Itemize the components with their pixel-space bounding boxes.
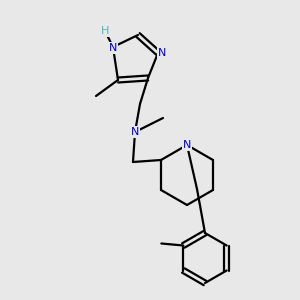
Text: N: N bbox=[131, 127, 139, 137]
Text: N: N bbox=[109, 43, 117, 53]
Text: N: N bbox=[158, 48, 166, 58]
Text: N: N bbox=[183, 140, 191, 150]
Text: H: H bbox=[101, 26, 109, 36]
